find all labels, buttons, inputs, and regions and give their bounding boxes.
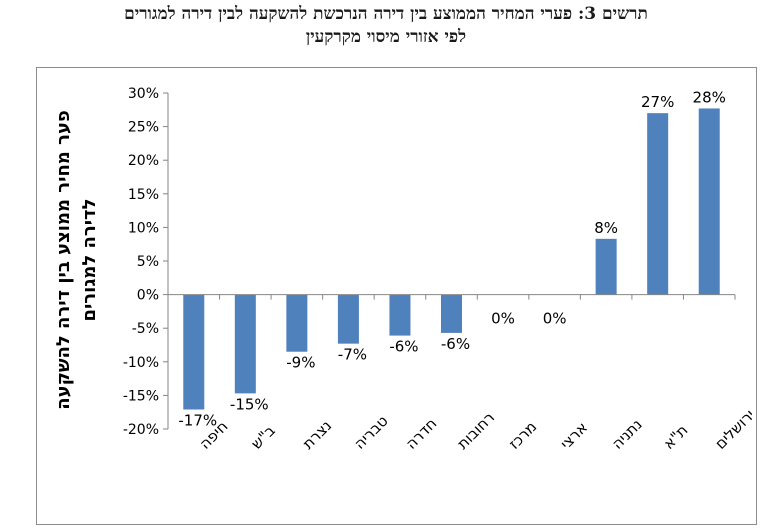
data-label: 0% (543, 310, 567, 328)
bar (595, 238, 617, 295)
data-label: 8% (594, 219, 618, 237)
bar (286, 294, 308, 352)
x-tick-label: טבריה (351, 412, 392, 453)
data-label: 27% (641, 93, 674, 111)
y-axis-label-line1: פער מחיר ממוצע בין דירה להשקעה (53, 110, 74, 410)
x-tick-label: מרכז (505, 418, 540, 453)
y-tick-label: -10% (123, 355, 159, 371)
y-tick-label: 25% (128, 120, 159, 136)
data-label: -6% (441, 335, 470, 353)
data-label: 28% (693, 88, 726, 106)
bar (647, 113, 669, 295)
bar (698, 108, 720, 295)
y-tick-label: -15% (123, 388, 159, 404)
y-tick-label: 30% (128, 86, 159, 102)
chart-frame (36, 67, 757, 525)
y-axis-label-line2: לדירה למגורים (79, 198, 100, 322)
x-tick-label: רחובות (454, 408, 499, 453)
data-label: -9% (286, 354, 315, 372)
chart-title: תרשים 3: פערי המחיר הממוצע בין דירה הנרכ… (124, 4, 648, 24)
bar (337, 294, 359, 344)
y-tick-label: 15% (128, 187, 159, 203)
y-tick-label: -20% (123, 422, 159, 438)
y-tick-label: -5% (132, 321, 159, 337)
x-tick-label: ארצי (557, 418, 591, 452)
y-tick-label: 10% (128, 220, 159, 236)
bar (183, 294, 205, 410)
y-axis-label: פער מחיר ממוצע בין דירה להשקעה לדירה למג… (38, 90, 116, 430)
y-tick-label: 0% (137, 288, 159, 304)
data-label: -7% (338, 346, 367, 364)
chart-subtitle: לפי אזורי מיסוי מקרקעין (305, 27, 467, 47)
data-label: 0% (491, 310, 515, 328)
x-tick-label: חדרה (402, 414, 440, 452)
x-tick-label: ת"א (660, 421, 692, 453)
bar (389, 294, 411, 336)
x-tick-label: נצרת (299, 417, 335, 453)
data-label: -15% (230, 395, 269, 413)
data-label: -17% (178, 412, 217, 430)
bar (234, 294, 256, 394)
y-tick-label: 5% (137, 254, 159, 270)
x-tick-label: נתניה (608, 415, 645, 452)
bar (441, 294, 462, 333)
x-tick-label: ירושלים (711, 406, 758, 453)
data-label: -6% (389, 338, 418, 356)
y-tick-label: 20% (128, 153, 159, 169)
x-tick-label: ב"ש (247, 421, 278, 452)
